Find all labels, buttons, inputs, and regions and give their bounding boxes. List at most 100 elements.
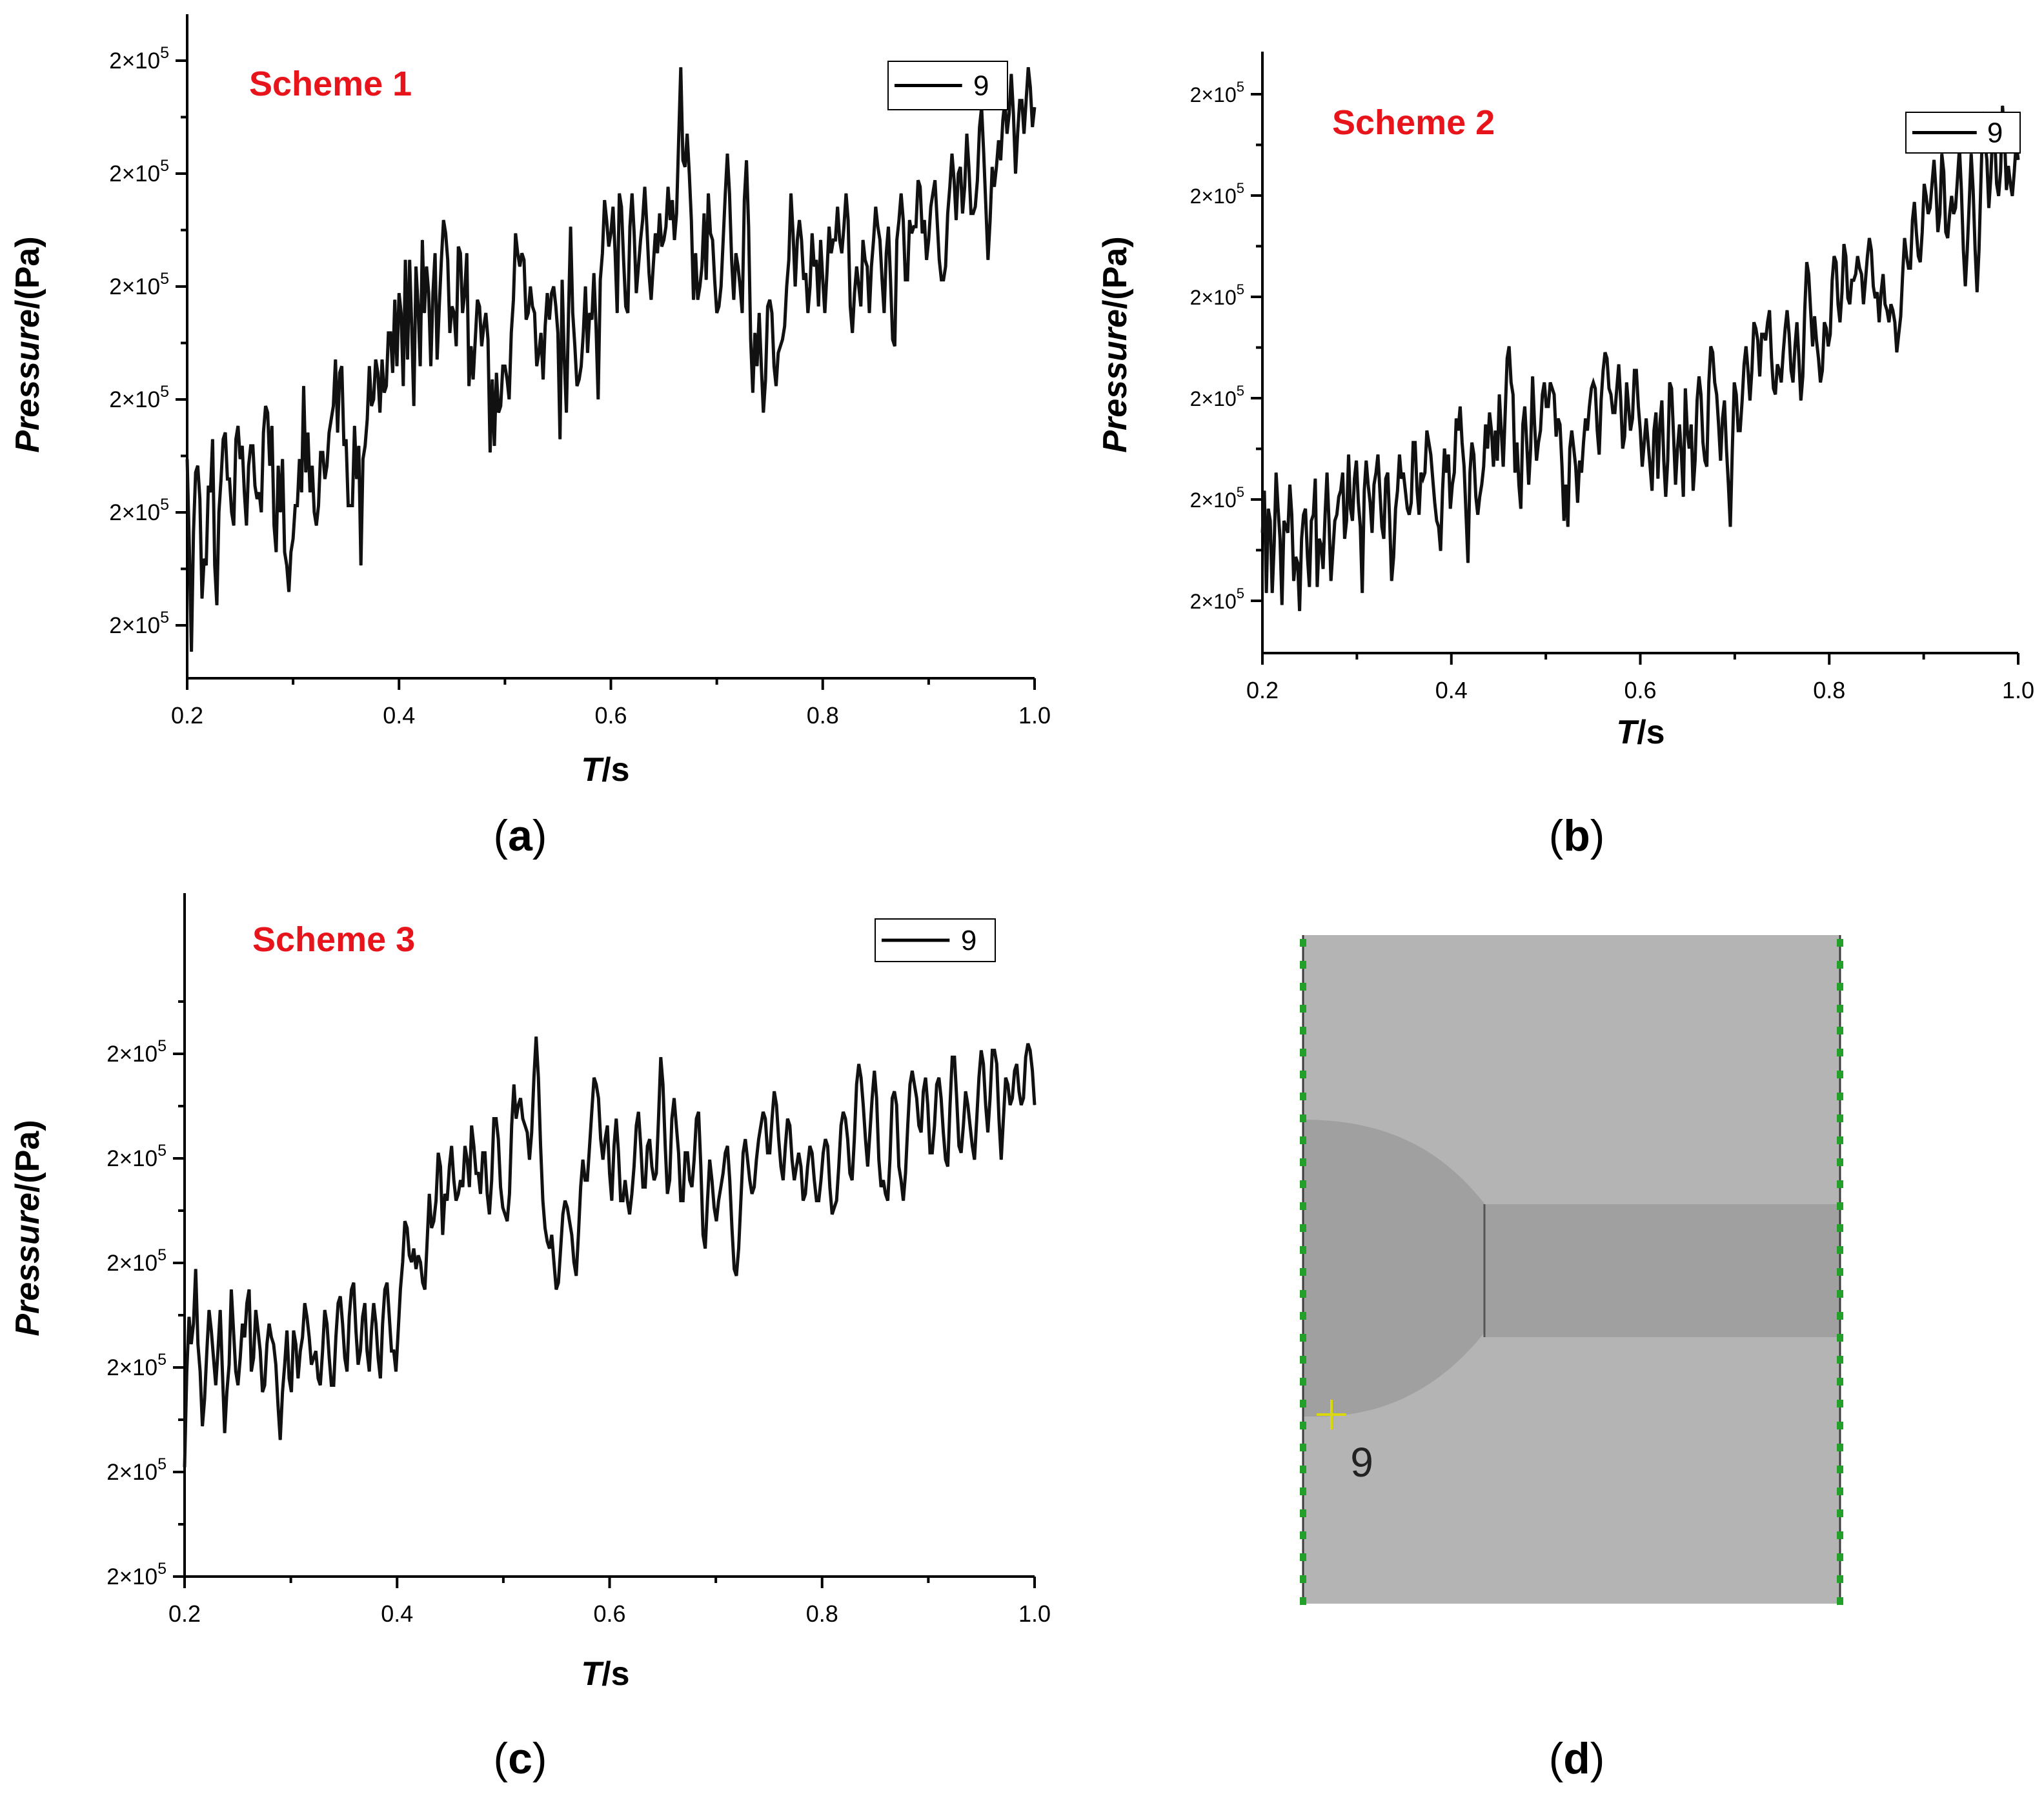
data-point: [291, 1391, 292, 1393]
y-label-italic: Pressure: [9, 1193, 46, 1336]
y-tick-exponent: 5: [160, 383, 169, 401]
y-tick-label: 2×105: [109, 157, 169, 187]
data-point: [429, 1193, 430, 1195]
data-point: [203, 558, 205, 560]
data-point: [436, 359, 438, 360]
x-tick-label: 1.0: [1018, 702, 1051, 729]
data-point: [1683, 496, 1684, 498]
data-point: [960, 166, 961, 168]
right-boundary-marker: [1837, 1202, 1843, 1210]
data-point: [1002, 120, 1004, 121]
data-point: [2002, 105, 2003, 106]
data-point: [708, 193, 709, 194]
data-point: [976, 1118, 977, 1119]
data-point: [1873, 286, 1874, 287]
data-point: [409, 1255, 410, 1256]
data-point: [1504, 412, 1506, 413]
right-boundary-marker: [1837, 1509, 1843, 1517]
data-point: [477, 299, 478, 300]
y-tick-base: 2×10: [106, 1146, 157, 1171]
left-boundary-marker: [1300, 1114, 1306, 1122]
data-point: [383, 392, 385, 393]
data-point: [1628, 406, 1629, 407]
data-point: [1630, 430, 1631, 431]
data-point: [560, 1248, 562, 1249]
right-boundary-marker: [1837, 961, 1843, 969]
chart-b: 0.2 0.4 0.6 0.8 1.02×1052×1052×1052×1052×105…: [1097, 52, 2034, 860]
data-point: [1399, 454, 1400, 455]
series-line-9: [183, 1036, 1037, 1467]
data-point: [568, 312, 569, 314]
data-point: [989, 219, 991, 221]
data-point: [738, 1248, 739, 1249]
y-tick-base: 2×10: [109, 500, 160, 525]
data-point: [1489, 412, 1490, 413]
data-point: [809, 286, 811, 287]
data-point: [331, 1385, 332, 1386]
data-point: [523, 259, 525, 261]
data-point: [1555, 436, 1557, 437]
right-boundary-marker: [1837, 1071, 1843, 1078]
data-point: [549, 319, 550, 320]
data-point: [782, 339, 783, 340]
data-point: [802, 1200, 804, 1201]
data-point: [534, 312, 535, 314]
data-point: [210, 1330, 212, 1331]
data-point: [654, 233, 656, 234]
data-point: [422, 1282, 423, 1284]
data-point: [369, 365, 370, 367]
data-point: [998, 140, 999, 141]
data-point: [447, 259, 449, 261]
data-point: [1686, 430, 1688, 431]
data-point: [348, 505, 349, 506]
data-point: [936, 1084, 937, 1085]
panel-label-open: (: [493, 811, 508, 860]
data-point: [651, 1166, 653, 1167]
data-point: [763, 412, 764, 413]
data-point: [1348, 454, 1349, 455]
x-tick-label: 0.6: [593, 1600, 625, 1627]
data-point: [744, 199, 745, 201]
x-tick-label: 0.2: [1246, 677, 1279, 703]
data-point: [954, 1056, 955, 1058]
data-point: [1624, 436, 1625, 437]
left-boundary-marker: [1300, 1509, 1306, 1517]
y-label-rest: /(Pa): [9, 1120, 46, 1193]
data-point: [188, 1316, 190, 1318]
data-point: [707, 1200, 708, 1201]
data-point: [462, 312, 463, 314]
data-point: [947, 1166, 948, 1167]
data-point: [1479, 496, 1481, 498]
y-tick-exponent: 5: [1237, 585, 1244, 601]
data-point: [339, 372, 340, 374]
data-point: [1495, 430, 1496, 431]
data-point: [834, 1207, 835, 1208]
right-boundary-marker: [1837, 1114, 1843, 1122]
legend: 9: [875, 918, 996, 962]
data-point: [297, 505, 298, 506]
left-boundary-marker: [1300, 1049, 1306, 1056]
data-point: [698, 1111, 699, 1113]
data-point: [411, 326, 412, 327]
data-point: [1757, 339, 1758, 341]
data-point: [1432, 478, 1433, 479]
right-boundary-marker: [1837, 1224, 1843, 1232]
right-boundary-marker: [1837, 1487, 1843, 1495]
data-point: [581, 365, 582, 367]
data-point: [1303, 514, 1304, 516]
data-point: [1759, 376, 1761, 377]
data-point: [1291, 514, 1292, 516]
data-point: [1271, 592, 1273, 594]
y-tick-exponent: 5: [1237, 180, 1244, 196]
data-point: [440, 1166, 441, 1167]
data-point: [885, 1193, 886, 1195]
data-point: [587, 352, 588, 354]
y-tick-base: 2×10: [109, 387, 160, 412]
data-point: [909, 1084, 911, 1085]
data-point: [627, 312, 629, 314]
data-point: [778, 1138, 779, 1140]
data-point: [1356, 460, 1357, 461]
data-point: [890, 279, 891, 281]
data-point: [780, 346, 781, 347]
data-point: [578, 379, 580, 380]
